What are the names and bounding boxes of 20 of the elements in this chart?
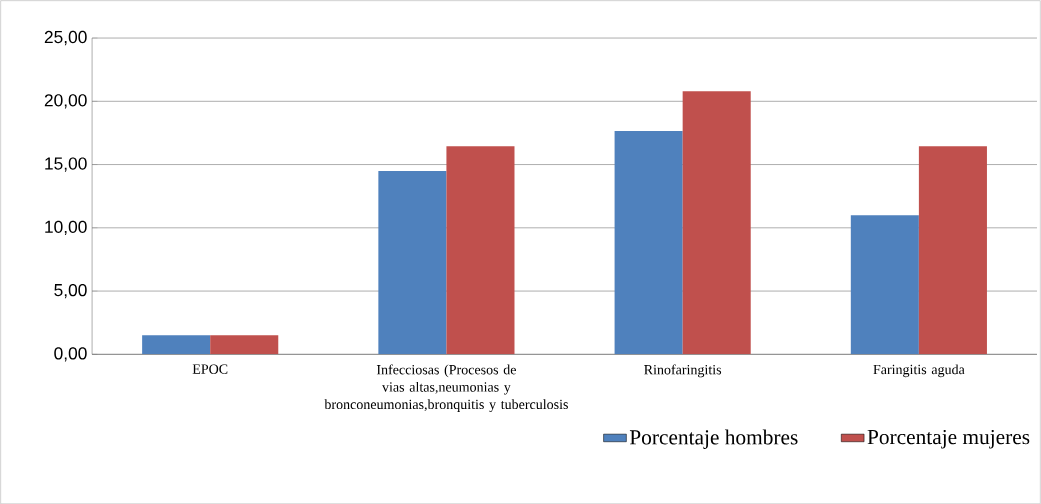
bar: [378, 170, 447, 355]
y-tick-label: 5,00: [54, 283, 87, 299]
bar: [918, 145, 987, 355]
y-tick-label: 15,00: [45, 157, 87, 172]
x-tick-label: Rinofaringitis: [644, 364, 722, 378]
bar: [142, 335, 211, 355]
x-tick-label: Infecciosas (Procesos de vias altas,neumonias y bronconeumonias,bronquitis y tuberculosis: [324, 364, 568, 412]
y-tick-label: 10,00: [45, 220, 87, 235]
legend-label: Porcentaje mujeres: [867, 429, 1030, 449]
bar: [614, 130, 683, 355]
bar: [682, 90, 751, 355]
bar: [850, 214, 919, 355]
bar: [210, 335, 279, 355]
x-tick-label: Faringitis aguda: [873, 364, 965, 377]
y-tick-label: 25,00: [44, 30, 87, 45]
bar: [446, 145, 515, 355]
x-tick-label: EPOC: [192, 364, 228, 374]
y-tick-label: 0,00: [54, 346, 87, 362]
legend-label: Porcentaje hombres: [629, 429, 798, 449]
y-tick-label: 20,00: [44, 93, 87, 109]
